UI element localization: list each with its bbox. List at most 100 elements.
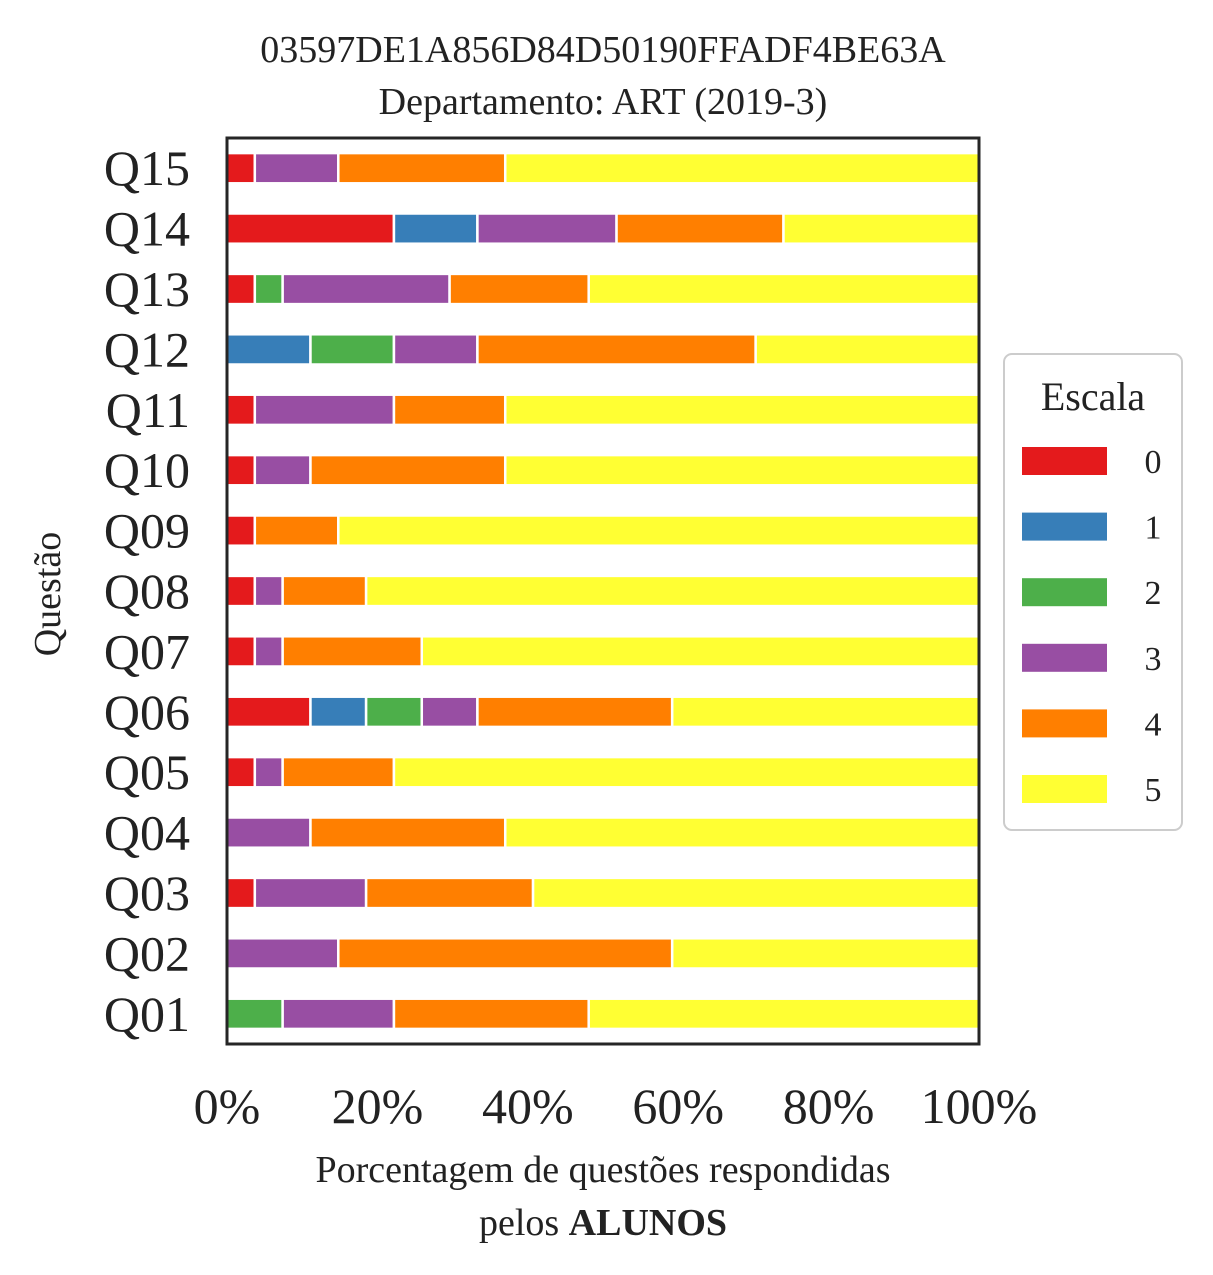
y-tick-label-Q01: Q01	[104, 986, 190, 1042]
bar-Q13-scale-3	[281, 272, 451, 306]
bar-Q15-scale-5	[503, 151, 981, 185]
bar-Q09-scale-5	[337, 514, 981, 547]
bar-Q12-scale-4	[476, 333, 757, 366]
bar-Q05-scale-4	[281, 755, 396, 789]
bar-Q15-scale-3	[253, 151, 340, 185]
chart-title-line-1: 03597DE1A856D84D50190FFADF4BE63A	[260, 29, 946, 71]
bar-Q03-scale-4	[364, 876, 535, 910]
bar-Q13-scale-5	[587, 272, 981, 306]
bar-Q14-scale-5	[782, 212, 981, 245]
x-axis-label-line-2: pelos ALUNOS	[479, 1202, 727, 1244]
y-tick-label-Q05: Q05	[104, 744, 190, 800]
bar-Q08-scale-0	[225, 574, 257, 608]
bar-Q14-scale-4	[615, 212, 785, 245]
y-tick-label-Q02: Q02	[104, 925, 190, 981]
bar-Q12-scale-1	[225, 333, 312, 366]
x-tick-label-2: 40%	[482, 1078, 574, 1134]
legend: Escala 0 1 2 3 4 5	[1003, 353, 1183, 831]
x-axis-label: Porcentagem de questões respondidas	[315, 1149, 890, 1191]
bar-Q12-scale-3	[392, 333, 479, 366]
chart-title-line-2: Departamento: ART (2019-3)	[379, 81, 828, 123]
bar-Q05-scale-0	[225, 755, 257, 789]
x-axis-label-bold: ALUNOS	[569, 1202, 727, 1244]
bar-Q15-scale-0	[225, 151, 257, 185]
bar-Q05-scale-5	[392, 755, 981, 789]
bar-Q14-scale-3	[476, 212, 618, 245]
x-tick-label-5: 100%	[921, 1078, 1038, 1134]
bar-Q07-scale-0	[225, 635, 257, 668]
bar-Q03-scale-0	[225, 876, 257, 910]
bar-Q03-scale-5	[531, 876, 981, 910]
bar-Q10-scale-4	[309, 453, 507, 487]
bar-Q11-scale-5	[503, 393, 981, 427]
bars-group	[225, 151, 981, 1031]
y-tick-label-Q13: Q13	[104, 261, 190, 317]
y-tick-label-Q09: Q09	[104, 503, 190, 559]
bar-Q06-scale-2	[364, 695, 424, 729]
x-tick-label-1: 20%	[332, 1078, 424, 1134]
bar-Q01-scale-4	[392, 997, 590, 1031]
y-tick-labels: Q01Q02Q03Q04Q05Q06Q07Q08Q09Q10Q11Q12Q13Q…	[104, 140, 190, 1042]
legend-label-0: 0	[1145, 444, 1162, 481]
bar-Q09-scale-0	[225, 514, 257, 547]
bar-Q11-scale-3	[253, 393, 396, 427]
legend-items: 0 1 2 3 4 5	[1022, 444, 1162, 809]
bar-Q13-scale-2	[253, 272, 284, 306]
x-tick-label-3: 60%	[632, 1078, 724, 1134]
bar-Q04-scale-3	[225, 816, 312, 849]
bar-Q13-scale-4	[448, 272, 590, 306]
bar-Q10-scale-3	[253, 453, 312, 487]
legend-swatch-1	[1022, 512, 1107, 541]
bar-Q08-scale-3	[253, 574, 284, 608]
bar-Q03-scale-3	[253, 876, 368, 910]
legend-label-1: 1	[1145, 510, 1162, 547]
bar-Q07-scale-3	[253, 635, 284, 668]
y-tick-label-Q14: Q14	[104, 201, 190, 257]
bar-Q06-scale-4	[476, 695, 674, 729]
x-tick-label-0: 0%	[194, 1078, 261, 1134]
bar-Q06-scale-5	[670, 695, 981, 729]
bar-Q04-scale-5	[503, 816, 981, 849]
bar-Q08-scale-4	[281, 574, 368, 608]
bar-Q01-scale-5	[587, 997, 981, 1031]
bar-Q04-scale-4	[309, 816, 507, 849]
bar-Q07-scale-5	[420, 635, 981, 668]
bar-Q15-scale-4	[337, 151, 507, 185]
bar-Q14-scale-0	[225, 212, 396, 245]
y-tick-label-Q03: Q03	[104, 865, 190, 921]
legend-swatch-0	[1022, 447, 1107, 475]
legend-swatch-2	[1022, 578, 1107, 607]
x-tick-labels: 0% 20% 40% 60% 80% 100%	[194, 1078, 1038, 1134]
bar-Q06-scale-0	[225, 695, 312, 729]
bar-Q12-scale-5	[754, 333, 981, 366]
legend-title: Escala	[1041, 374, 1146, 419]
y-tick-label-Q10: Q10	[104, 442, 190, 498]
bar-Q12-scale-2	[309, 333, 396, 366]
bar-Q01-scale-2	[225, 997, 284, 1031]
bar-Q02-scale-4	[337, 937, 674, 970]
y-tick-label-Q11: Q11	[106, 382, 190, 438]
bar-Q05-scale-3	[253, 755, 284, 789]
bar-Q13-scale-0	[225, 272, 257, 306]
legend-swatch-5	[1022, 775, 1107, 803]
y-axis-label: Questão	[27, 532, 69, 657]
bar-Q01-scale-3	[281, 997, 396, 1031]
bar-Q11-scale-0	[225, 393, 257, 427]
y-tick-label-Q07: Q07	[104, 623, 190, 679]
chart-title: 03597DE1A856D84D50190FFADF4BE63A Departa…	[260, 29, 946, 123]
y-tick-label-Q12: Q12	[104, 321, 190, 377]
bar-Q06-scale-3	[420, 695, 479, 729]
bar-Q02-scale-5	[670, 937, 981, 970]
legend-swatch-3	[1022, 643, 1107, 672]
bar-Q10-scale-0	[225, 453, 257, 487]
bar-Q10-scale-5	[503, 453, 981, 487]
bar-Q09-scale-4	[253, 514, 340, 547]
legend-swatch-4	[1022, 709, 1107, 738]
bar-Q08-scale-5	[364, 574, 981, 608]
bar-Q14-scale-1	[392, 212, 479, 245]
x-tick-label-4: 80%	[783, 1078, 875, 1134]
y-tick-label-Q04: Q04	[104, 805, 190, 861]
legend-label-5: 5	[1145, 772, 1162, 809]
bar-Q11-scale-4	[392, 393, 507, 427]
